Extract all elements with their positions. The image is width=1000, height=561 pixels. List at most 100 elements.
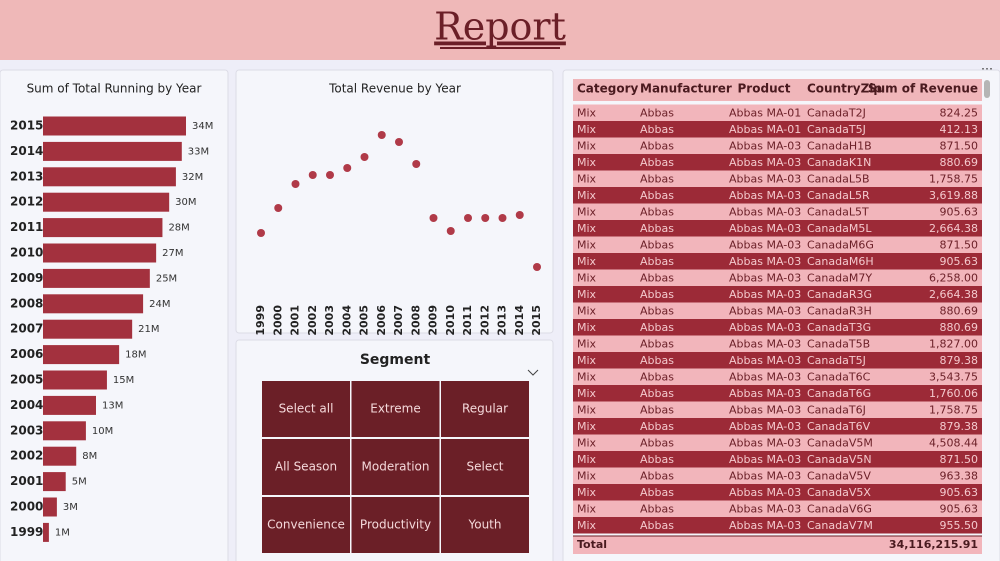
- slicer-label[interactable]: Youth: [468, 518, 502, 532]
- point: [291, 180, 300, 188]
- column-header[interactable]: Sum of Revenue: [868, 82, 978, 96]
- table-cell: Abbas: [640, 337, 674, 350]
- table-row: [573, 286, 982, 303]
- table-cell: Mix: [577, 156, 597, 169]
- table-cell: Mix: [577, 238, 597, 251]
- table-cell: Mix: [577, 354, 597, 367]
- chart-title: Sum of Total Running by Year: [27, 82, 202, 96]
- slicer-dropdown[interactable]: [527, 369, 539, 376]
- point: [412, 160, 421, 168]
- table-cell: Abbas MA-03: [729, 502, 801, 515]
- table-row: [573, 170, 982, 187]
- slicer-label[interactable]: Extreme: [370, 402, 421, 416]
- slicer-button[interactable]: [441, 381, 529, 437]
- column-header[interactable]: Manufacturer: [640, 82, 732, 96]
- x-tick-label: 2002: [306, 305, 319, 336]
- slicer-button[interactable]: [351, 381, 440, 437]
- slicer-label[interactable]: Select: [466, 460, 503, 474]
- more-options[interactable]: ⋯: [981, 62, 993, 76]
- table-cell: Abbas MA-03: [729, 205, 801, 218]
- table-cell: Abbas MA-03: [729, 337, 801, 350]
- report-title: Report: [434, 5, 566, 49]
- slicer-button[interactable]: [262, 439, 350, 495]
- table-cell: CanadaL5B: [807, 172, 870, 185]
- y-tick-label: 2005: [10, 373, 43, 387]
- table-cell: Abbas MA-03: [729, 420, 801, 433]
- slicer-button[interactable]: [262, 497, 350, 553]
- scrollbar[interactable]: [984, 80, 990, 98]
- table-cell: Mix: [577, 321, 597, 334]
- table-cell: Mix: [577, 123, 597, 136]
- table-cell: CanadaM5L: [807, 222, 872, 235]
- table-cell: Mix: [577, 403, 597, 416]
- bar: [43, 345, 120, 365]
- point: [533, 263, 541, 271]
- table-cell: Mix: [577, 420, 597, 433]
- column-header[interactable]: Category: [577, 82, 639, 96]
- total-value: 34,116,215.91: [889, 538, 978, 551]
- table-cell: Abbas MA-03: [729, 304, 801, 317]
- table-cell: Abbas: [640, 238, 674, 251]
- y-tick-label: 2008: [10, 296, 43, 310]
- column-header[interactable]: Product: [738, 82, 791, 96]
- table-cell: Mix: [577, 255, 597, 268]
- table-row: [573, 302, 982, 319]
- slicer-button[interactable]: [441, 439, 529, 495]
- table-cell: CanadaM6H: [807, 255, 874, 268]
- table-cell: 6,258.00: [929, 271, 978, 284]
- table-cell: Mix: [577, 189, 597, 202]
- slicer-title: Segment: [360, 352, 431, 368]
- table-cell: Abbas: [640, 222, 674, 235]
- x-tick-label: 2008: [409, 305, 422, 336]
- bar: [43, 522, 49, 542]
- slicer-button[interactable]: [351, 497, 440, 553]
- table-cell: Mix: [577, 288, 597, 301]
- y-tick-label: 2010: [10, 246, 43, 260]
- bar: [43, 192, 170, 212]
- table-cell: CanadaT6C: [807, 370, 871, 383]
- table-cell: 2,664.38: [929, 222, 978, 235]
- data-label: 5M: [72, 477, 87, 488]
- point: [515, 211, 524, 219]
- slicer-label[interactable]: Select all: [279, 402, 334, 416]
- bar: [43, 497, 57, 517]
- slicer-label[interactable]: Moderation: [362, 460, 430, 474]
- bar: [43, 446, 77, 466]
- column-header[interactable]: CountryZip: [807, 82, 882, 96]
- slicer-label[interactable]: Convenience: [267, 518, 345, 532]
- table-cell: Abbas MA-03: [729, 156, 801, 169]
- table-cell: CanadaM6G: [807, 238, 874, 251]
- data-label: 30M: [175, 197, 196, 208]
- table-cell: CanadaL5R: [807, 189, 870, 202]
- slicer-button[interactable]: [441, 497, 529, 553]
- table-cell: 905.63: [940, 486, 979, 499]
- slicer-label[interactable]: Regular: [462, 402, 508, 416]
- table-cell: Abbas: [640, 519, 674, 532]
- x-tick-label: 2005: [358, 305, 371, 336]
- point: [429, 214, 438, 222]
- y-tick-label: 2001: [10, 474, 43, 488]
- table-row: [573, 467, 982, 484]
- table-cell: CanadaT6G: [807, 387, 871, 400]
- table-cell: CanadaH1B: [807, 139, 872, 152]
- table-cell: 2,664.38: [929, 288, 978, 301]
- chart-title: Total Revenue by Year: [328, 82, 461, 96]
- x-tick-label: 2015: [530, 305, 543, 336]
- data-label: 24M: [149, 299, 170, 310]
- table-cell: Abbas: [640, 354, 674, 367]
- slicer-button[interactable]: [262, 381, 350, 437]
- x-tick-label: 2014: [513, 305, 526, 336]
- table-cell: Abbas MA-03: [729, 519, 801, 532]
- point: [481, 214, 490, 222]
- table-cell: Mix: [577, 106, 597, 119]
- table-cell: CanadaR3G: [807, 288, 872, 301]
- slicer-button[interactable]: [351, 439, 440, 495]
- slicer-label[interactable]: All Season: [275, 460, 337, 474]
- table-cell: CanadaV6G: [807, 502, 872, 515]
- table-cell: Abbas: [640, 387, 674, 400]
- table-cell: Abbas MA-03: [729, 403, 801, 416]
- table-row: [573, 220, 982, 237]
- slicer-label[interactable]: Productivity: [360, 518, 431, 532]
- bar: [43, 243, 157, 263]
- table-cell: Abbas MA-03: [729, 222, 801, 235]
